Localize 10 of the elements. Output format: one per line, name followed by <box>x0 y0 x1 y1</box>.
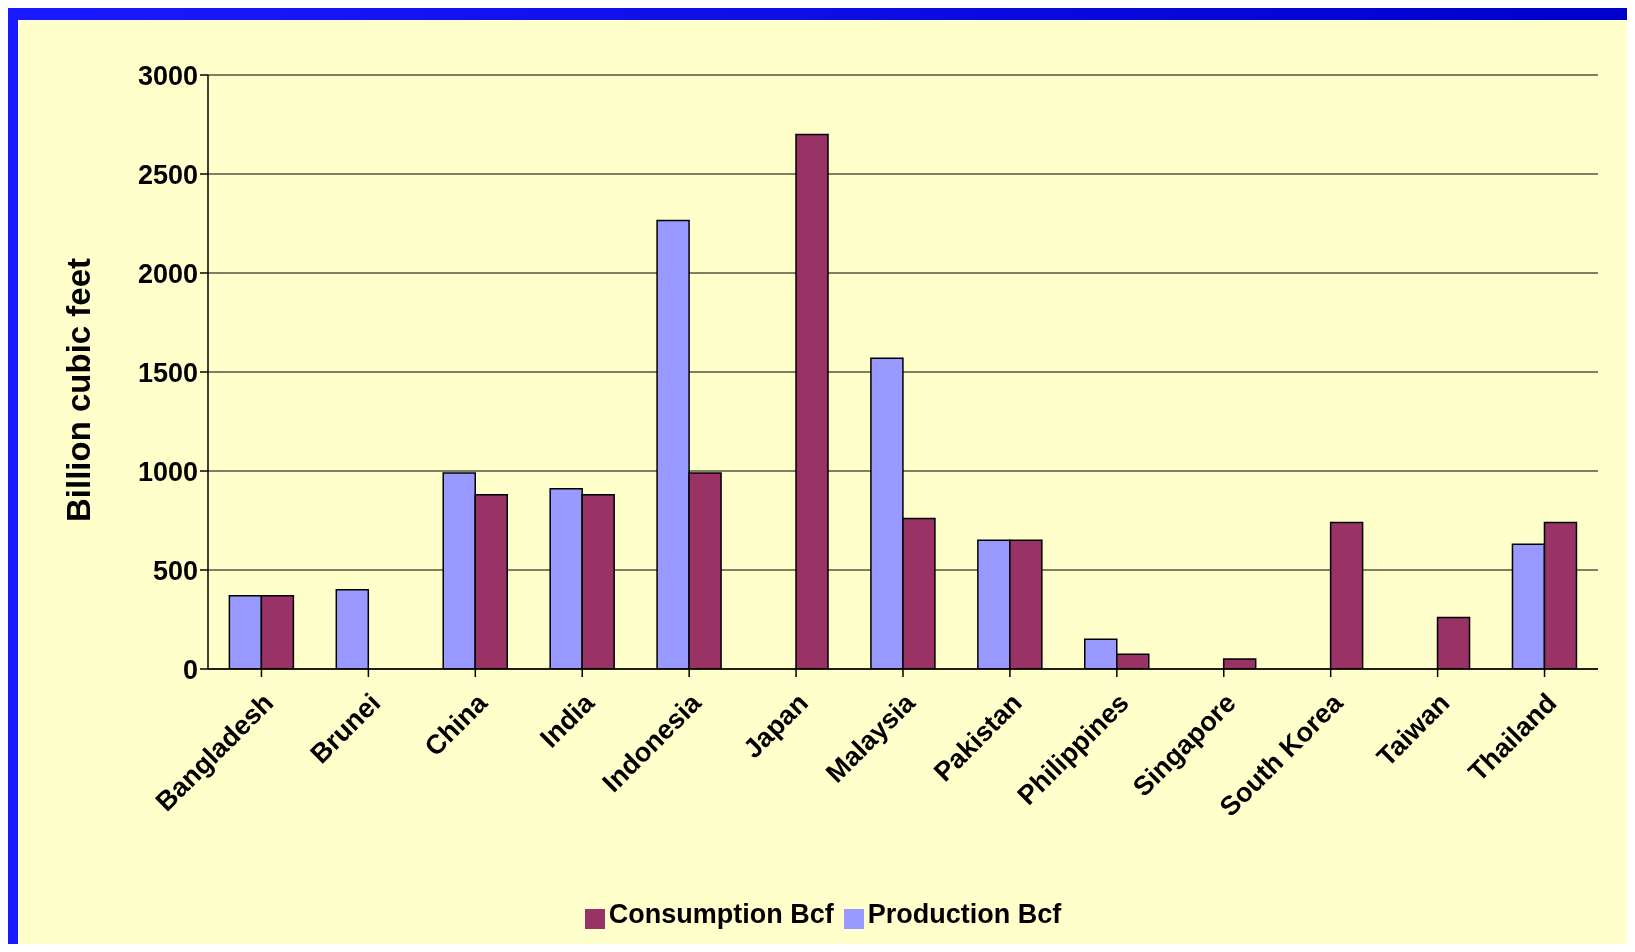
y-tick-label: 2500 <box>137 159 198 190</box>
legend-label: Production Bcf <box>867 899 1062 929</box>
y-tick-label: 500 <box>152 555 198 586</box>
y-tick-label: 0 <box>182 654 198 685</box>
y-axis-title: Billion cubic feet <box>59 257 97 522</box>
y-tick-label: 1000 <box>137 456 198 487</box>
y-tick-label: 3000 <box>137 60 198 91</box>
y-tick-label: 2000 <box>137 258 198 289</box>
legend-label: Consumption Bcf <box>608 899 834 929</box>
y-tick-label: 1500 <box>137 357 198 388</box>
